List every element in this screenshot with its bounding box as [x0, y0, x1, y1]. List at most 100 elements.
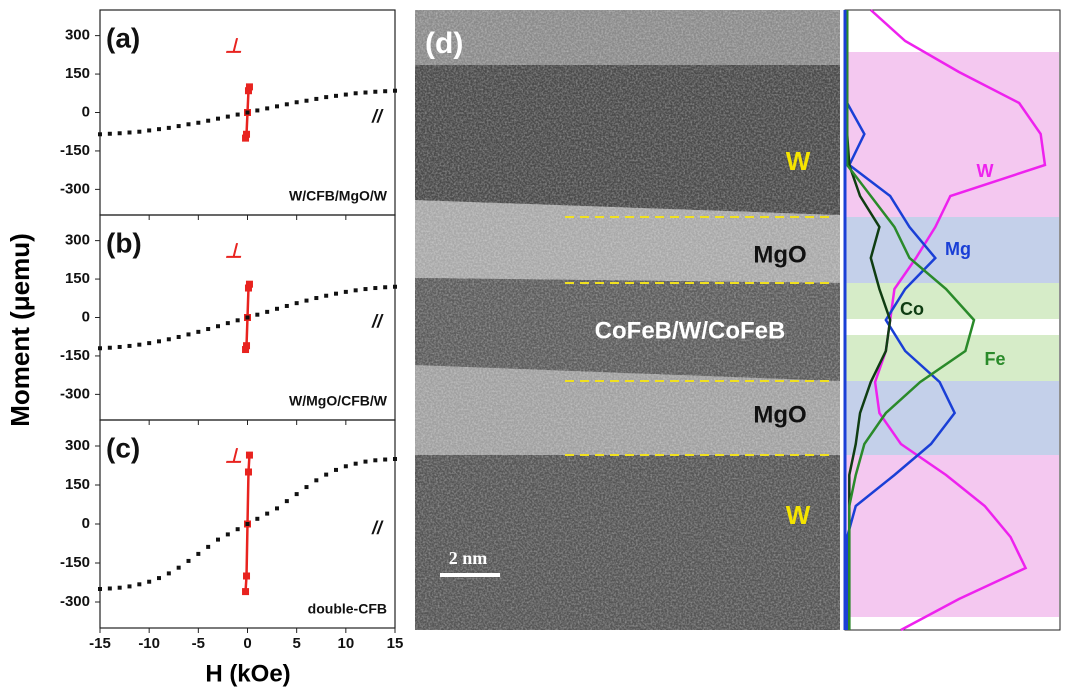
in-plane-point: [246, 522, 250, 526]
in-plane-point: [324, 473, 328, 477]
perpendicular-point: [246, 452, 253, 459]
y-tick-label: -150: [60, 347, 90, 364]
perpendicular-point: [246, 83, 253, 90]
in-plane-point: [118, 131, 122, 135]
in-plane-point: [167, 126, 171, 130]
y-tick-label: 0: [82, 308, 90, 325]
in-plane-point: [354, 462, 358, 466]
in-plane-point: [383, 458, 387, 462]
in-plane-point: [108, 586, 112, 590]
in-plane-point: [344, 93, 348, 97]
y-tick-label: 300: [65, 27, 90, 44]
y-axis-label: Moment (μemu): [5, 233, 35, 427]
in-plane-point: [373, 90, 377, 94]
in-plane-point: [344, 290, 348, 294]
in-plane-point: [334, 292, 338, 296]
profile-label: Mg: [945, 239, 971, 259]
in-plane-point: [275, 506, 279, 510]
panel-label: (a): [106, 22, 140, 53]
y-tick-label: -300: [60, 385, 90, 402]
in-plane-point: [236, 527, 240, 531]
in-plane-point: [157, 127, 161, 131]
panel-label: (b): [106, 227, 142, 258]
in-plane-point: [98, 346, 102, 350]
in-plane-point: [196, 552, 200, 556]
perpendicular-point: [243, 573, 250, 580]
in-plane-point: [373, 286, 377, 290]
x-tick-label: -15: [89, 635, 111, 652]
in-plane-point: [255, 517, 259, 521]
in-plane-point: [147, 341, 151, 345]
in-plane-point: [118, 586, 122, 590]
in-plane-point: [285, 304, 289, 308]
in-plane-point: [177, 124, 181, 128]
in-plane-point: [305, 299, 309, 303]
x-tick-label: 10: [337, 635, 354, 652]
in-plane-point: [167, 571, 171, 575]
panel-label: (d): [425, 27, 463, 60]
in-plane-point: [265, 512, 269, 516]
y-tick-label: -150: [60, 142, 90, 159]
x-tick-label: -10: [138, 635, 160, 652]
profile-label: W: [977, 161, 994, 181]
in-plane-point: [177, 566, 181, 570]
in-plane-point: [354, 91, 358, 95]
in-plane-point: [216, 324, 220, 328]
y-tick-label: 150: [65, 476, 90, 493]
in-plane-point: [285, 499, 289, 503]
in-plane-point: [206, 327, 210, 331]
in-plane-point: [108, 132, 112, 136]
in-plane-point: [334, 94, 338, 98]
in-plane-point: [226, 115, 230, 119]
in-plane-point: [98, 587, 102, 591]
in-plane-point: [246, 316, 250, 320]
in-plane-point: [216, 538, 220, 542]
x-axis-label: H (kOe): [205, 660, 290, 687]
panel-label: (c): [106, 432, 140, 463]
y-tick-label: 150: [65, 270, 90, 287]
in-plane-point: [364, 91, 368, 95]
in-plane-point: [275, 104, 279, 108]
series-annotation: ⊥: [225, 240, 242, 262]
in-plane-point: [275, 307, 279, 311]
figure: (d) W MgO CoFeB/W/CoFeB MgO W 2 nm Momen…: [0, 0, 1067, 691]
y-tick-label: -300: [60, 180, 90, 197]
in-plane-point: [383, 89, 387, 93]
in-plane-point: [324, 294, 328, 298]
layer-label: W: [786, 500, 811, 530]
series-annotation: //: [371, 311, 384, 331]
in-plane-point: [265, 106, 269, 110]
layer-label: MgO: [753, 401, 806, 428]
x-tick-label: -5: [192, 635, 205, 652]
in-plane-point: [128, 584, 132, 588]
in-plane-point: [295, 301, 299, 305]
y-tick-label: 150: [65, 65, 90, 82]
in-plane-point: [226, 532, 230, 536]
in-plane-point: [295, 100, 299, 104]
in-plane-point: [177, 335, 181, 339]
x-tick-label: 0: [243, 635, 251, 652]
in-plane-point: [236, 113, 240, 117]
in-plane-point: [246, 111, 250, 115]
in-plane-point: [196, 121, 200, 125]
x-tick-label: 5: [292, 635, 300, 652]
in-plane-point: [265, 310, 269, 314]
in-plane-point: [383, 285, 387, 289]
series-annotation: //: [371, 106, 384, 126]
sample-label: W/MgO/CFB/W: [289, 393, 388, 409]
scale-bar-label: 2 nm: [449, 548, 488, 568]
profile-bands: [845, 10, 1060, 630]
in-plane-point: [334, 468, 338, 472]
in-plane-point: [393, 89, 397, 93]
in-plane-point: [167, 337, 171, 341]
in-plane-point: [324, 95, 328, 99]
series-annotation: ⊥: [225, 445, 242, 467]
in-plane-point: [314, 296, 318, 300]
in-plane-point: [255, 108, 259, 112]
series-annotation: //: [371, 518, 384, 538]
in-plane-point: [137, 582, 141, 586]
in-plane-point: [314, 478, 318, 482]
in-plane-point: [157, 339, 161, 343]
in-plane-point: [196, 330, 200, 334]
in-plane-point: [393, 457, 397, 461]
